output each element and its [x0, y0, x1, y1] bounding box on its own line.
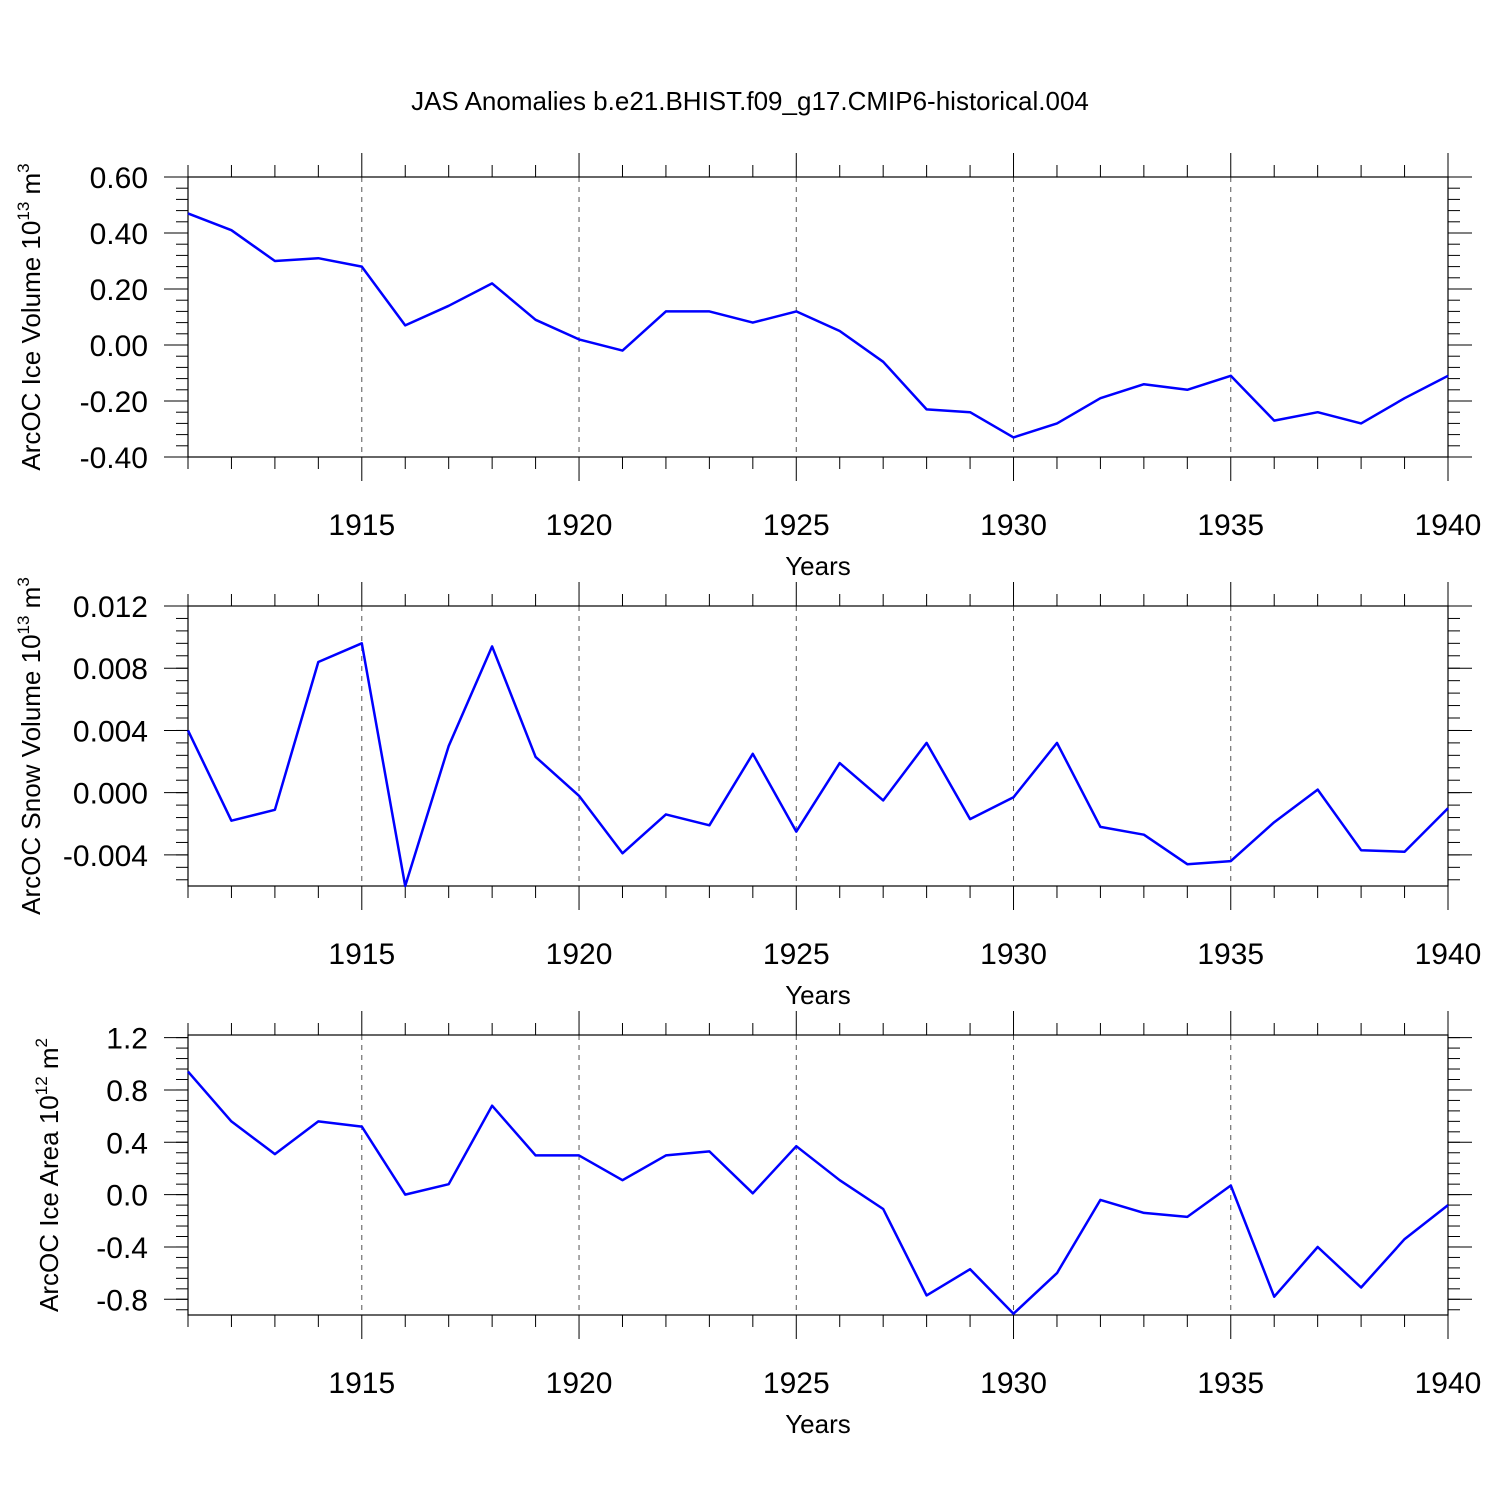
y-axis-title: ArcOC Ice Volume 1013 m3	[14, 163, 46, 470]
y-axis-title-unit: m	[16, 587, 46, 616]
y-axis-title-exponent: 12	[32, 1076, 51, 1095]
x-tick-label: 1930	[980, 1367, 1047, 1400]
y-tick-label: -0.004	[63, 840, 148, 873]
x-tick-label: 1925	[763, 509, 830, 542]
y-tick-label: 0.40	[90, 218, 148, 251]
series-line	[187, 1070, 1449, 1315]
panel-3: 1915 1920 1925 1930 1935 1940 -0.8 -0.4 0.0 0.4 0.…	[32, 1011, 1481, 1439]
x-tick-label: 1915	[328, 1367, 395, 1400]
y-axis-title-exponent: 13	[14, 202, 33, 221]
x-tick-label: 1935	[1197, 509, 1264, 542]
x-tick-label: 1925	[763, 938, 830, 971]
y-axis-title-base: ArcOC Ice Area 10	[34, 1095, 64, 1312]
x-tick-label: 1940	[1415, 938, 1482, 971]
plot-frame	[187, 176, 1449, 458]
y-tick-label: 0.0	[106, 1180, 148, 1213]
y-axis-title-unit-exponent: 3	[14, 577, 33, 586]
panel-1: 1915 1920 1925 1930 1935 1940 -0.40 -0.20 0.00 0.…	[14, 153, 1481, 581]
x-tick-label: 1915	[328, 938, 395, 971]
x-tick-label: 1915	[328, 509, 395, 542]
x-tick-label: 1920	[546, 509, 613, 542]
y-tick-label: -0.4	[96, 1232, 148, 1265]
y-axis-title-unit: m	[34, 1047, 64, 1076]
x-tick-label: 1940	[1415, 1367, 1482, 1400]
y-axis-title-unit-exponent: 3	[14, 163, 33, 172]
y-axis-title-base: ArcOC Snow Volume 10	[16, 634, 46, 914]
x-tick-label: 1935	[1197, 1367, 1264, 1400]
y-tick-label: 0.004	[73, 715, 148, 748]
y-axis-title-unit: m	[16, 173, 46, 202]
series-line	[187, 212, 1449, 439]
y-tick-label: -0.8	[96, 1284, 148, 1317]
x-axis-title: Years	[785, 980, 851, 1010]
y-tick-label: 0.00	[90, 330, 148, 363]
plot-frame	[187, 1034, 1449, 1316]
x-axis-title: Years	[785, 551, 851, 581]
x-tick-label: 1920	[546, 1367, 613, 1400]
x-tick-label: 1940	[1415, 509, 1482, 542]
x-tick-label: 1920	[546, 938, 613, 971]
y-axis-title: ArcOC Ice Area 1012 m2	[32, 1038, 64, 1312]
y-tick-label: 0.000	[73, 778, 148, 811]
x-tick-label: 1930	[980, 509, 1047, 542]
x-tick-label: 1935	[1197, 938, 1264, 971]
y-axis-title-exponent: 13	[14, 616, 33, 635]
y-tick-label: -0.40	[80, 442, 148, 475]
y-tick-label: 0.60	[90, 162, 148, 195]
y-tick-label: 0.8	[106, 1075, 148, 1108]
y-tick-label: 0.20	[90, 274, 148, 307]
y-axis-title: ArcOC Snow Volume 1013 m3	[14, 577, 46, 915]
x-axis-title: Years	[785, 1409, 851, 1439]
y-tick-label: -0.20	[80, 386, 148, 419]
plot-frame	[187, 605, 1449, 887]
y-tick-label: 0.012	[73, 591, 148, 624]
chart-title: JAS Anomalies b.e21.BHIST.f09_g17.CMIP6-…	[411, 86, 1089, 116]
y-axis-title-base: ArcOC Ice Volume 10	[16, 221, 46, 471]
y-tick-label: 1.2	[106, 1023, 148, 1056]
y-axis-title-unit-exponent: 2	[32, 1038, 51, 1047]
series-line	[186, 642, 1449, 888]
x-tick-label: 1925	[763, 1367, 830, 1400]
panel-2: 1915 1920 1925 1930 1935 1940 -0.004 0.000 0.004…	[14, 577, 1481, 1010]
y-tick-label: 0.008	[73, 653, 148, 686]
x-tick-label: 1930	[980, 938, 1047, 971]
y-tick-label: 0.4	[106, 1127, 148, 1160]
